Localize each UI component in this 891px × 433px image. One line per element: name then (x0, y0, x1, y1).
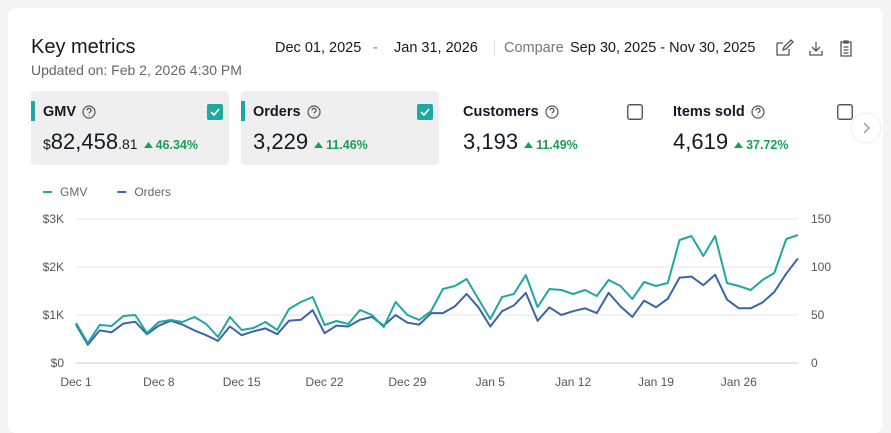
legend-label: Orders (134, 185, 171, 199)
divider (494, 40, 495, 56)
change: 11.46% (314, 138, 368, 152)
help-icon (82, 105, 96, 119)
amount: 82,458 (50, 129, 119, 154)
cents: .81 (118, 136, 138, 152)
metrics-panel (8, 8, 883, 433)
metric-value: 4,619 37.72% (673, 129, 788, 155)
checkbox-fill (207, 104, 223, 120)
change-value: 46.34% (155, 138, 198, 152)
metric-name: Customers (463, 104, 539, 120)
x-tick-label: Dec 29 (388, 375, 426, 389)
checkbox-fill (417, 104, 433, 120)
checkbox-border (627, 104, 643, 120)
help-mark (755, 107, 761, 116)
x-tick-label: Dec 15 (223, 375, 261, 389)
metric-card[interactable]: Orders 3,229 11.46% (241, 91, 439, 165)
metric-card[interactable]: Items sold 4,619 37.72% (661, 91, 859, 165)
x-tick-label: Dec 1 (60, 375, 92, 389)
next-button[interactable] (850, 112, 882, 144)
metric-name: GMV (43, 104, 77, 120)
metric-name: Orders (253, 104, 301, 120)
up-arrow (314, 142, 324, 148)
date-end[interactable]: Jan 31, 2026 (394, 40, 478, 56)
help-icon (545, 105, 559, 119)
currency: $ (43, 136, 51, 152)
change-value: 11.46% (326, 138, 368, 152)
check-mark (420, 108, 430, 117)
y2-tick-label: 50 (811, 308, 825, 322)
compare-label: Compare (504, 40, 564, 56)
help-circle (306, 105, 321, 119)
help-circle (751, 105, 765, 119)
help-circle (545, 105, 559, 119)
metric-value: 3,229 11.46% (253, 129, 368, 155)
help-mark (310, 107, 317, 116)
edit-icon[interactable] (776, 39, 794, 56)
metric-name: Items sold (673, 104, 745, 120)
change: 11.49% (524, 138, 578, 152)
checkbox[interactable] (837, 104, 853, 120)
change-value: 11.49% (536, 138, 578, 152)
x-tick-label: Jan 26 (721, 375, 757, 389)
y-tick-label: $3K (43, 212, 64, 226)
help-circle (82, 105, 96, 119)
arrow-shape (143, 142, 153, 148)
checkbox[interactable] (207, 104, 223, 120)
x-tick-label: Dec 22 (306, 375, 344, 389)
updated-time: Updated on: Feb 2, 2026 4:30 PM (31, 62, 242, 78)
report-icon[interactable] (840, 40, 852, 57)
date-separator: - (373, 40, 378, 56)
metric-value: $82,458.81 46.34% (43, 129, 198, 155)
amount: 3,229 (253, 129, 309, 154)
checkbox-border (837, 104, 853, 120)
up-arrow (524, 142, 534, 148)
arrow-shape (524, 142, 534, 148)
x-tick-label: Jan 5 (476, 375, 506, 389)
metric-card[interactable]: Customers 3,193 11.49% (451, 91, 649, 165)
y-tick-label: $2K (43, 260, 64, 274)
y2-tick-label: 150 (811, 212, 831, 226)
change: 37.72% (734, 138, 788, 152)
legend-label: GMV (60, 185, 87, 199)
help-icon (751, 105, 765, 119)
check-mark (210, 108, 220, 117)
checkbox[interactable] (627, 104, 643, 120)
y-tick-label: $1K (43, 308, 64, 322)
up-arrow (734, 142, 744, 148)
x-tick-label: Jan 12 (555, 375, 591, 389)
arrow-shape (734, 142, 744, 148)
metric-value: 3,193 11.49% (463, 129, 578, 155)
y2-tick-label: 0 (811, 356, 818, 370)
download-icon[interactable] (809, 42, 823, 56)
change-value: 37.72% (746, 138, 789, 152)
toolbar-icons[interactable] (775, 39, 855, 57)
amount: 3,193 (463, 129, 519, 154)
compare-range[interactable]: Sep 30, 2025 - Nov 30, 2025 (570, 40, 756, 56)
metric-card[interactable]: GMV $82,458.81 46.34% (31, 91, 229, 165)
checkbox[interactable] (417, 104, 433, 120)
y-tick-label: $0 (51, 356, 65, 370)
help-mark (549, 107, 555, 116)
x-tick-label: Dec 8 (143, 375, 175, 389)
series-line (75, 234, 799, 344)
help-icon (306, 105, 321, 119)
title: Key metrics (31, 36, 136, 58)
change: 46.34% (143, 138, 198, 152)
x-tick-label: Jan 19 (638, 375, 674, 389)
arrow-shape (314, 142, 324, 148)
y2-tick-label: 100 (811, 260, 831, 274)
amount: 4,619 (673, 129, 729, 154)
date-start[interactable]: Dec 01, 2025 (275, 40, 362, 56)
up-arrow (143, 142, 153, 148)
help-mark (86, 107, 92, 116)
series-line (75, 257, 799, 346)
